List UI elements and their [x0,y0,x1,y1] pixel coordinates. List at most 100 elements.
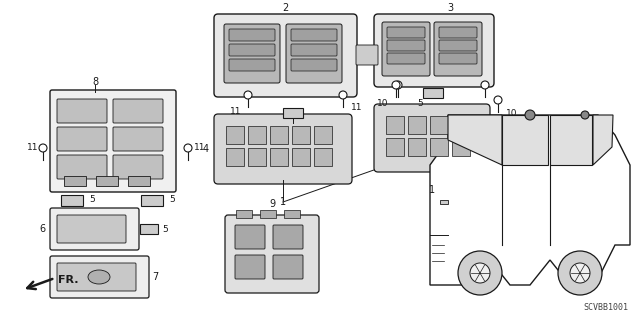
Circle shape [470,263,490,283]
FancyBboxPatch shape [235,225,265,249]
Bar [128,176,150,186]
Text: 11: 11 [28,144,39,152]
FancyBboxPatch shape [229,29,275,41]
Bar [452,116,470,134]
Bar [270,126,288,144]
FancyBboxPatch shape [356,45,378,65]
Text: 5: 5 [162,225,168,234]
FancyBboxPatch shape [387,53,425,64]
FancyBboxPatch shape [50,256,149,298]
Text: 5: 5 [169,196,175,204]
Bar [430,116,448,134]
Text: 5: 5 [89,196,95,204]
Bar [96,176,118,186]
Bar [248,148,266,166]
Text: SCVBB1001: SCVBB1001 [583,303,628,312]
FancyBboxPatch shape [291,59,337,71]
FancyBboxPatch shape [374,14,494,87]
Circle shape [558,251,602,295]
Bar [314,148,332,166]
Text: 1: 1 [280,197,286,207]
FancyBboxPatch shape [113,127,163,151]
FancyBboxPatch shape [273,255,303,279]
FancyBboxPatch shape [235,255,265,279]
Circle shape [39,144,47,152]
Bar [292,126,310,144]
Circle shape [570,263,590,283]
FancyBboxPatch shape [50,90,176,192]
Bar [408,116,426,134]
FancyBboxPatch shape [374,104,490,172]
FancyBboxPatch shape [387,27,425,38]
Bar [236,210,252,218]
Text: 11: 11 [195,144,205,152]
FancyBboxPatch shape [229,59,275,71]
Circle shape [494,96,502,104]
FancyBboxPatch shape [273,225,303,249]
Text: 4: 4 [203,144,209,154]
Bar [64,176,86,186]
FancyBboxPatch shape [286,24,342,83]
Bar [284,210,300,218]
Circle shape [525,110,535,120]
Text: 1: 1 [429,185,435,195]
Bar [292,148,310,166]
FancyBboxPatch shape [113,155,163,179]
Bar [61,195,83,205]
Bar [440,200,448,204]
Text: 9: 9 [269,199,275,209]
FancyBboxPatch shape [229,44,275,56]
Text: 3: 3 [447,3,453,13]
Bar [140,224,158,234]
Polygon shape [502,115,548,165]
Bar [386,138,404,156]
Polygon shape [550,115,592,165]
Bar [386,116,404,134]
Bar [226,126,244,144]
Circle shape [392,81,400,89]
Bar [314,126,332,144]
Text: 2: 2 [282,3,288,13]
FancyBboxPatch shape [291,44,337,56]
Circle shape [481,81,489,89]
Polygon shape [430,115,630,285]
FancyBboxPatch shape [382,22,430,76]
Circle shape [184,144,192,152]
FancyBboxPatch shape [57,263,136,291]
FancyBboxPatch shape [439,53,477,64]
Bar [408,138,426,156]
FancyBboxPatch shape [434,22,482,76]
FancyBboxPatch shape [57,215,126,243]
Bar [141,195,163,205]
Text: 6: 6 [39,224,45,234]
Circle shape [244,91,252,99]
Polygon shape [593,115,613,165]
Text: 11: 11 [351,103,363,113]
Text: 10: 10 [506,108,518,117]
FancyBboxPatch shape [439,40,477,51]
Text: 11: 11 [230,107,242,115]
FancyBboxPatch shape [214,114,352,184]
Text: FR.: FR. [58,275,79,285]
Circle shape [339,91,347,99]
Circle shape [458,251,502,295]
Ellipse shape [88,270,110,284]
Bar [248,126,266,144]
FancyBboxPatch shape [50,208,139,250]
Bar [226,148,244,166]
Polygon shape [448,115,502,165]
Text: 8: 8 [92,77,98,87]
Circle shape [581,111,589,119]
Text: 5: 5 [417,99,423,108]
FancyBboxPatch shape [439,27,477,38]
FancyBboxPatch shape [214,14,357,97]
FancyBboxPatch shape [57,155,107,179]
FancyBboxPatch shape [57,99,107,123]
Bar [452,138,470,156]
Bar [430,138,448,156]
FancyBboxPatch shape [291,29,337,41]
Text: 10: 10 [377,99,388,108]
FancyBboxPatch shape [113,99,163,123]
Bar [283,108,303,118]
Text: 7: 7 [152,272,158,282]
